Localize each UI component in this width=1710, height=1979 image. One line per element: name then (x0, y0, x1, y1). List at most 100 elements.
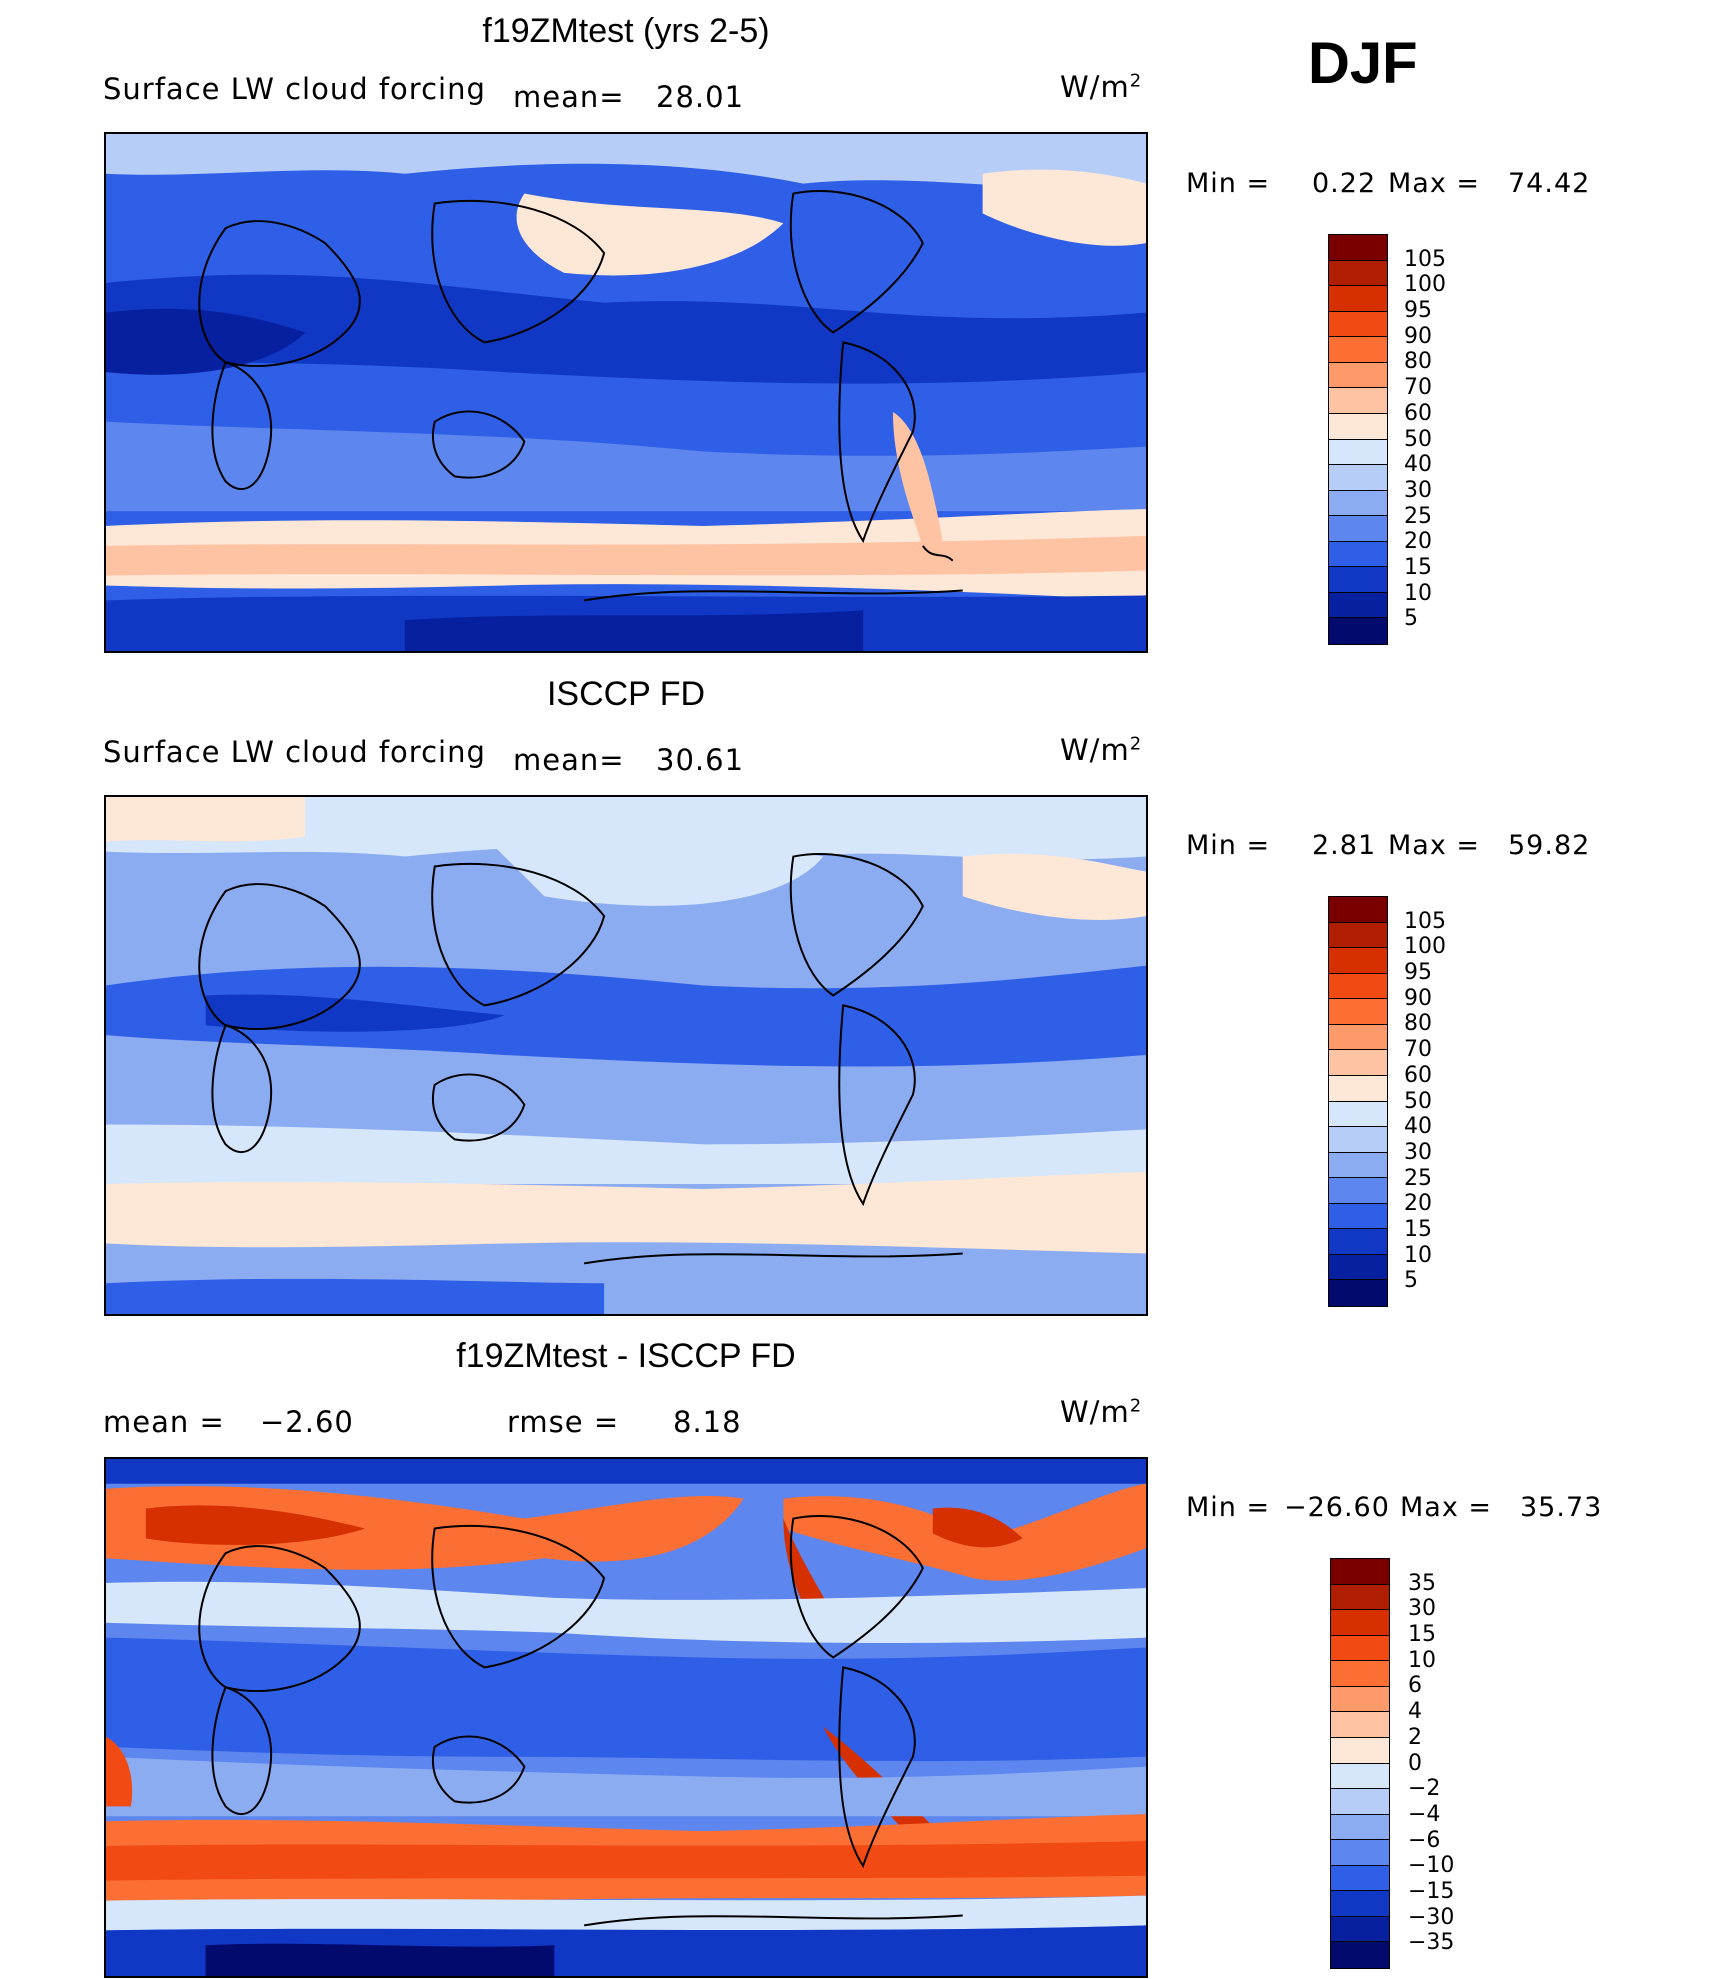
panel-2-mean-label: mean= (513, 743, 625, 777)
colorbar-label: 4 (1408, 1699, 1422, 1725)
colorbar-label: 105 (1404, 908, 1446, 934)
panel-2-units: W/m2 (1060, 733, 1143, 767)
colorbar-swatch (1329, 948, 1387, 974)
panel-1-max-label: Max = (1388, 168, 1481, 199)
colorbar-label: 20 (1404, 529, 1432, 555)
colorbar-swatch (1329, 439, 1387, 466)
colorbar-label: 6 (1408, 1673, 1422, 1699)
colorbar-swatch (1329, 922, 1387, 949)
colorbar-swatch (1331, 1712, 1389, 1738)
colorbar-swatch (1329, 999, 1387, 1025)
colorbar-label: 5 (1404, 606, 1418, 632)
panel-3-max-value: 35.73 (1520, 1492, 1603, 1523)
colorbar-swatch (1331, 1559, 1389, 1585)
colorbar-swatch (1329, 1254, 1387, 1281)
colorbar-label: −30 (1408, 1904, 1455, 1930)
panel-1-mean-label: mean= (513, 80, 625, 114)
colorbar-swatch (1329, 362, 1387, 389)
colorbar-swatch (1331, 1661, 1389, 1687)
colorbar-swatch (1329, 337, 1387, 363)
colorbar-label: 35 (1408, 1570, 1436, 1596)
colorbar-label: −4 (1408, 1801, 1441, 1827)
colorbar-label: 5 (1404, 1268, 1418, 1294)
colorbar-label: 80 (1404, 1011, 1432, 1037)
colorbar-swatch (1329, 490, 1387, 517)
colorbar-label: 2 (1408, 1724, 1422, 1750)
colorbar-swatch (1329, 1075, 1387, 1102)
panel-3-min-label: Min = (1186, 1492, 1271, 1523)
panel-3-mean-label: mean = (103, 1405, 225, 1439)
panel-3-colorbar (1330, 1558, 1390, 1969)
panel-2-mean-value: 30.61 (656, 743, 745, 777)
colorbar-swatch (1329, 897, 1387, 923)
colorbar-swatch (1329, 235, 1387, 261)
colorbar-label: 80 (1404, 349, 1432, 375)
colorbar-swatch (1329, 1280, 1387, 1306)
colorbar-swatch (1331, 1814, 1389, 1841)
colorbar-label: 0 (1408, 1750, 1422, 1776)
colorbar-swatch (1329, 388, 1387, 414)
colorbar-swatch (1331, 1865, 1389, 1892)
colorbar-swatch (1329, 465, 1387, 491)
colorbar-label: 100 (1404, 272, 1446, 298)
colorbar-label: −2 (1408, 1776, 1441, 1802)
panel-3-map (104, 1457, 1148, 1978)
panel-1-min-label: Min = (1186, 168, 1271, 199)
colorbar-label: 10 (1408, 1647, 1436, 1673)
colorbar-swatch (1329, 260, 1387, 287)
colorbar-swatch (1331, 1737, 1389, 1764)
panel-3-min-value: −26.60 (1284, 1492, 1390, 1523)
colorbar-swatch (1331, 1789, 1389, 1815)
colorbar-label: 40 (1404, 1114, 1432, 1140)
panel-2-colorbar (1328, 896, 1388, 1307)
colorbar-swatch (1331, 1840, 1389, 1866)
panel-3-rmse-label: rmse = (507, 1405, 620, 1439)
panel-2-title: ISCCP FD (546, 675, 706, 713)
colorbar-swatch (1331, 1891, 1389, 1917)
colorbar-label: −10 (1408, 1853, 1455, 1879)
colorbar-label: 90 (1404, 323, 1432, 349)
colorbar-label: 10 (1404, 580, 1432, 606)
colorbar-swatch (1329, 1101, 1387, 1128)
colorbar-swatch (1329, 413, 1387, 440)
panel-1-map (104, 132, 1148, 653)
colorbar-label: 70 (1404, 1037, 1432, 1063)
panel-3-mean-value: −2.60 (260, 1405, 354, 1439)
panel-2-map (104, 795, 1148, 1316)
colorbar-label: 105 (1404, 246, 1446, 272)
colorbar-label: 15 (1408, 1622, 1436, 1648)
colorbar-label: 40 (1404, 452, 1432, 478)
colorbar-label: 60 (1404, 1062, 1432, 1088)
colorbar-swatch (1331, 1763, 1389, 1790)
panel-2-min-value: 2.81 (1312, 830, 1377, 861)
panel-2-variable-label: Surface LW cloud forcing (103, 735, 486, 769)
panel-1-max-value: 74.42 (1508, 168, 1591, 199)
colorbar-swatch (1329, 1203, 1387, 1230)
colorbar-label: 50 (1404, 426, 1432, 452)
colorbar-label: 30 (1404, 477, 1432, 503)
colorbar-swatch (1331, 1584, 1389, 1611)
panel-1-mean-value: 28.01 (656, 80, 745, 114)
colorbar-label: 15 (1404, 554, 1432, 580)
panel-1-min-value: 0.22 (1312, 168, 1377, 199)
colorbar-label: 60 (1404, 400, 1432, 426)
season-label: DJF (1308, 31, 1418, 96)
colorbar-label: 25 (1404, 1165, 1432, 1191)
panel-2-min-label: Min = (1186, 830, 1271, 861)
panel-1-units: W/m2 (1060, 70, 1143, 104)
panel-3-title: f19ZMtest - ISCCP FD (456, 1337, 796, 1375)
colorbar-swatch (1329, 286, 1387, 312)
panel-3-rmse-value: 8.18 (673, 1405, 742, 1439)
colorbar-swatch (1329, 1024, 1387, 1051)
colorbar-swatch (1329, 973, 1387, 1000)
panel-1-title: f19ZMtest (yrs 2-5) (482, 12, 770, 50)
colorbar-label: 50 (1404, 1088, 1432, 1114)
colorbar-label: 95 (1404, 960, 1432, 986)
panel-2-max-value: 59.82 (1508, 830, 1591, 861)
colorbar-label: 15 (1404, 1216, 1432, 1242)
panel-3-units: W/m2 (1060, 1395, 1143, 1429)
colorbar-swatch (1329, 1050, 1387, 1076)
colorbar-label: 90 (1404, 985, 1432, 1011)
colorbar-swatch (1329, 618, 1387, 644)
colorbar-swatch (1329, 592, 1387, 619)
